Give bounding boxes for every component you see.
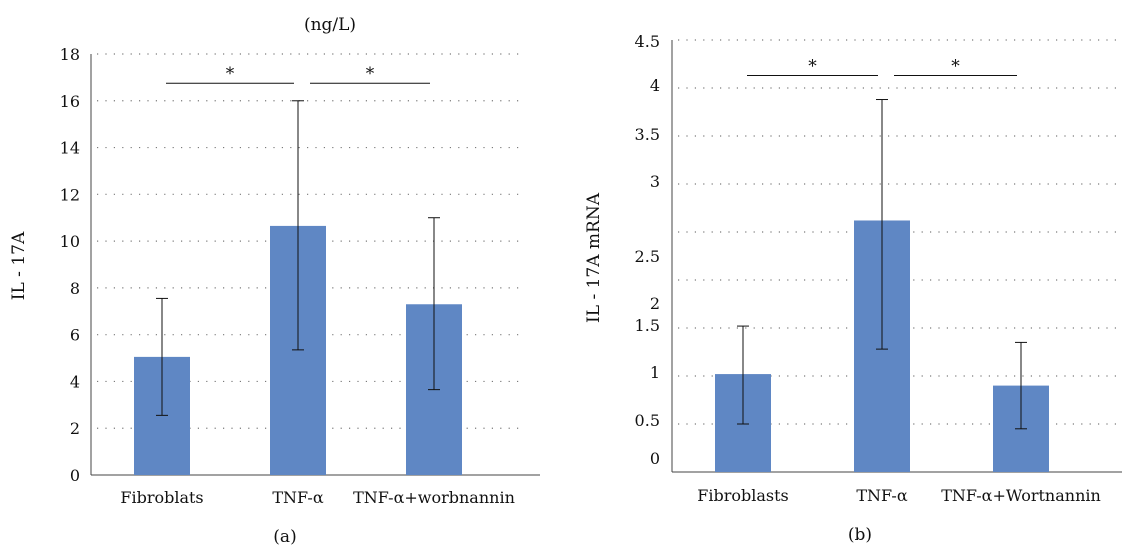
- chart-a-y-tick-label: 16: [60, 92, 80, 111]
- chart-b-significance-label: *: [808, 57, 817, 77]
- chart-a-y-tick-label: 0: [70, 466, 80, 485]
- chart-a-significance: * *: [166, 64, 430, 84]
- chart-b-y-tick-label: 2.5: [635, 247, 660, 266]
- chart-a-y-tick-label: 14: [60, 139, 80, 158]
- chart-b-y-tick-labels: 0 0.5 1 1.5 2 2.5 3 3.5 4 4.5: [635, 32, 660, 468]
- chart-a-y-tick-label: 8: [70, 279, 80, 298]
- chart-a-x-tick-label: Fibroblats: [120, 488, 203, 507]
- chart-a-significance-label: *: [226, 64, 235, 84]
- chart-b-y-tick-label: 0: [650, 449, 660, 468]
- chart-a-error-bars: [156, 100, 440, 416]
- chart-a-significance-label: *: [366, 64, 375, 84]
- chart-a-y-tick-label: 10: [60, 232, 80, 251]
- chart-a-y-tick-label: 18: [60, 45, 80, 64]
- chart-b-y-tick-label: 2: [650, 294, 660, 313]
- chart-b-x-tick-label: Fibroblasts: [697, 486, 789, 505]
- chart-a-x-tick-label: TNF-α+worbnannin: [353, 488, 515, 507]
- chart-b-y-tick-label: 3.5: [635, 125, 660, 144]
- chart-b-y-tick-label: 3: [650, 172, 660, 191]
- chart-b-error-bars: [737, 99, 1027, 430]
- chart-a-x-tick-labels: Fibroblats TNF-α TNF-α+worbnannin: [120, 488, 515, 507]
- chart-b-y-tick-label: 4: [650, 76, 660, 95]
- chart-a-y-tick-labels: 0 2 4 6 8 10 12 14 16 18: [60, 45, 80, 485]
- chart-b-y-tick-label: 0.5: [635, 411, 660, 430]
- chart-a-y-tick-label: 4: [70, 372, 80, 391]
- chart-b-x-tick-label: TNF-α: [856, 486, 907, 505]
- chart-a-x-tick-label: TNF-α: [272, 488, 323, 507]
- chart-b-x-tick-labels: Fibroblasts TNF-α TNF-α+Wortnannin: [697, 486, 1101, 505]
- chart-b-caption: (b): [848, 525, 872, 545]
- chart-b-y-tick-label: 1: [650, 363, 660, 382]
- chart-panel-b: IL - 17A mRNA 00.511.522.533.544.5 * * Fi…: [584, 32, 1122, 545]
- chart-a-title: (ng/L): [304, 15, 356, 35]
- chart-b-x-tick-label: TNF-α+Wortnannin: [941, 486, 1101, 505]
- chart-a-ylabel: IL - 17A: [9, 231, 29, 300]
- chart-b-ylabel: IL - 17A mRNA: [584, 192, 604, 323]
- chart-a-y-tick-label: 12: [60, 185, 80, 204]
- chart-a-caption: (a): [273, 527, 296, 547]
- chart-a-y-tick-label: 6: [70, 326, 80, 345]
- chart-b-y-tick-label: 1.5: [635, 316, 660, 335]
- chart-a-y-tick-label: 2: [70, 419, 80, 438]
- chart-b-y-tick-label: 4.5: [635, 32, 660, 51]
- chart-b-significance-label: *: [951, 57, 960, 77]
- chart-b-bars: [715, 220, 1049, 472]
- chart-b-significance: * *: [747, 57, 1017, 77]
